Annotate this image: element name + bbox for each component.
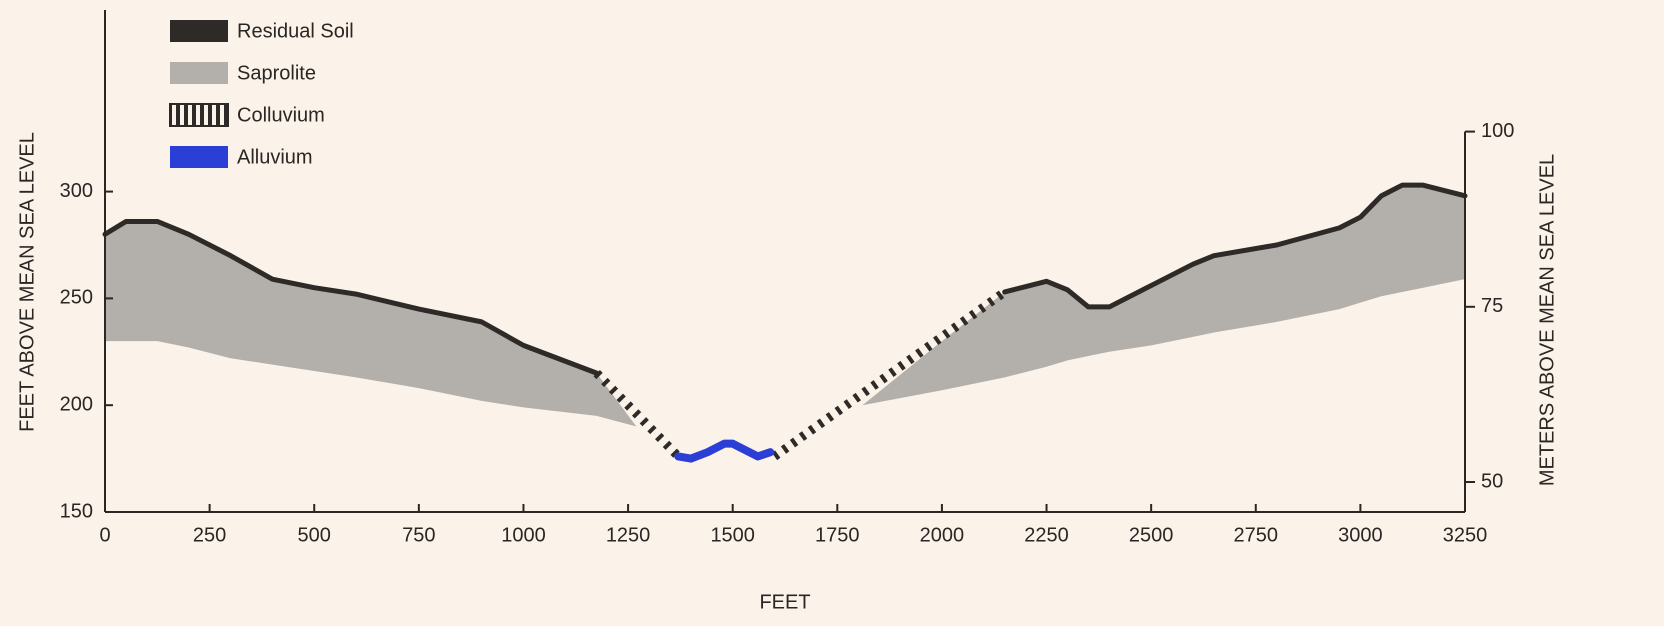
y-tick-label: 150 [60,500,93,522]
x-tick-label: 2500 [1129,524,1174,546]
x-tick-label: 1000 [501,524,546,546]
legend-swatch [169,103,229,127]
legend-swatch [170,20,228,42]
legend-label: Residual Soil [237,20,354,42]
x-tick-label: 2750 [1234,524,1279,546]
y2-axis-label: METERS ABOVE MEAN SEA LEVEL [1536,154,1558,486]
legend-label: Colluvium [237,104,325,126]
x-tick-label: 750 [402,524,435,546]
y2-tick-label: 75 [1481,295,1503,317]
y-tick-label: 300 [60,180,93,202]
y-tick-label: 250 [60,287,93,309]
layer-line [1002,182,1468,310]
saprolite-area [862,185,1465,406]
y-axis-label: FEET ABOVE MEAN SEA LEVEL [16,132,38,432]
x-axis-label: FEET [759,591,810,613]
legend-label: Saprolite [237,62,316,84]
x-tick-label: 2250 [1024,524,1069,546]
x-tick-label: 1250 [606,524,651,546]
x-tick-label: 500 [298,524,331,546]
x-tick-label: 250 [193,524,226,546]
legend-swatch [170,62,228,84]
legend-swatch [170,146,228,168]
x-tick-label: 1750 [815,524,860,546]
layer-line [102,218,600,376]
y2-tick-label: 50 [1481,470,1503,492]
x-tick-label: 3000 [1338,524,1383,546]
x-tick-label: 1500 [710,524,755,546]
layer-line [674,439,775,463]
x-tick-label: 3250 [1443,524,1488,546]
legend-label: Alluvium [237,146,313,168]
x-tick-label: 2000 [920,524,965,546]
saprolite-area [105,221,637,427]
y-tick-label: 200 [60,393,93,415]
colluvium-line [593,370,682,460]
y2-tick-label: 100 [1481,120,1514,142]
colluvium-line [771,288,1008,461]
x-tick-label: 0 [99,524,110,546]
